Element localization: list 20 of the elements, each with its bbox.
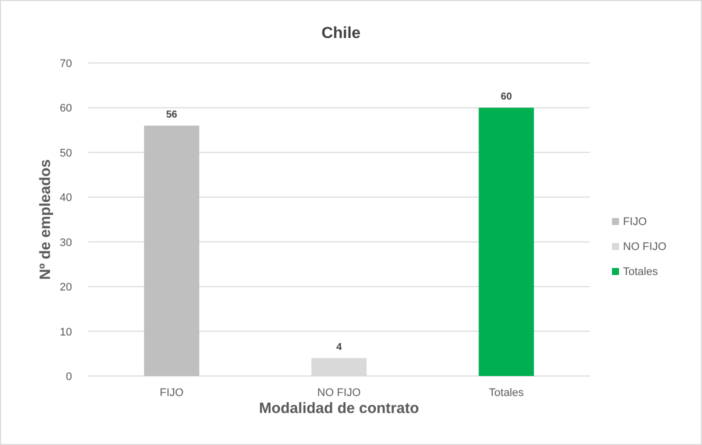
y-tick-label: 20 xyxy=(60,282,72,294)
y-tick-label: 70 xyxy=(60,58,72,70)
x-axis-title: Modalidad de contrato xyxy=(258,400,420,417)
chart-title: Chile xyxy=(321,25,361,42)
data-label: 56 xyxy=(166,110,178,121)
data-label: 60 xyxy=(500,92,512,103)
y-tick-label: 30 xyxy=(60,236,72,249)
legend-label: Totales xyxy=(623,266,658,278)
x-tick-label: NO FIJO xyxy=(317,387,362,399)
legend-label: NO FIJO xyxy=(623,241,667,253)
y-tick-label: 40 xyxy=(60,192,72,204)
y-tick-label: 0 xyxy=(66,371,72,383)
data-label: 4 xyxy=(336,342,342,354)
y-axis-title: Nº de empleados xyxy=(37,159,54,280)
y-tick-label: 60 xyxy=(60,102,72,115)
x-tick-label: FIJO xyxy=(160,387,184,399)
y-tick-label: 10 xyxy=(60,326,72,338)
y-tick-label: 50 xyxy=(60,147,72,160)
legend-label: FIJO xyxy=(623,216,648,228)
x-tick-label: Totales xyxy=(488,387,524,399)
